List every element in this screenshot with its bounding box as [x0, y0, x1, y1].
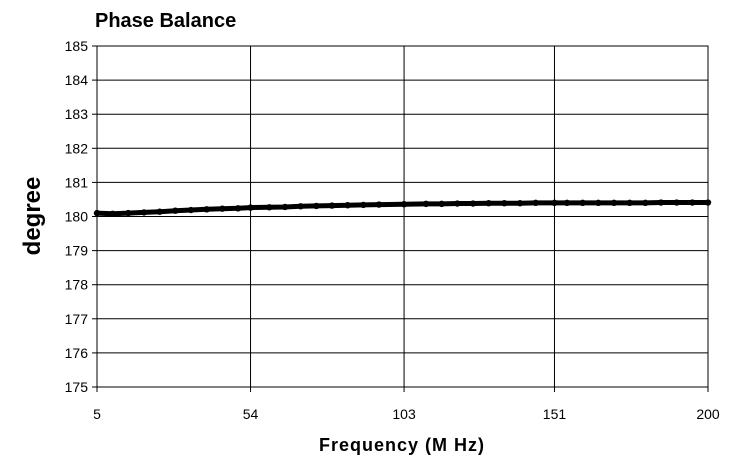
data-point — [93, 209, 101, 217]
y-tick-label: 179 — [65, 243, 89, 259]
data-point — [140, 209, 148, 216]
data-point — [247, 204, 254, 211]
y-tick-label: 182 — [65, 140, 89, 156]
data-point — [156, 208, 163, 215]
data-point — [109, 210, 116, 217]
data-point — [657, 199, 665, 206]
data-point — [219, 205, 226, 212]
plot-area-border — [96, 45, 709, 388]
data-point — [551, 199, 558, 207]
data-point — [172, 207, 179, 214]
x-axis-label: Frequency (M Hz) — [319, 435, 485, 455]
axes — [92, 45, 709, 392]
data-point — [297, 203, 304, 210]
data-point — [234, 205, 242, 212]
data-point — [642, 199, 649, 207]
data-point — [313, 202, 320, 210]
y-tick-label: 178 — [65, 277, 89, 293]
y-tick-label: 177 — [65, 311, 89, 327]
data-series — [93, 199, 712, 217]
x-tick-label: 200 — [696, 406, 720, 422]
data-point — [563, 199, 571, 207]
data-point — [516, 200, 524, 207]
y-axis-label: degree — [19, 177, 46, 256]
y-tick-label: 183 — [65, 106, 89, 122]
x-tick-labels: 5 54 103 151 200 — [93, 406, 720, 422]
data-point — [501, 200, 508, 207]
x-tick-label: 54 — [243, 406, 259, 422]
data-point — [422, 200, 430, 208]
y-tick-label: 185 — [65, 38, 89, 54]
data-point — [689, 199, 696, 206]
data-point — [266, 204, 273, 211]
data-point — [626, 199, 633, 207]
gridlines — [96, 45, 709, 388]
data-point — [281, 203, 289, 211]
y-tick-labels: 185 184 183 182 181 180 179 178 177 176 175 — [65, 38, 89, 395]
data-point — [125, 209, 132, 217]
y-tick-label: 175 — [65, 379, 89, 395]
data-point — [187, 206, 195, 214]
data-point — [485, 200, 492, 207]
data-point — [375, 201, 383, 208]
data-point — [469, 200, 477, 207]
data-point — [595, 199, 602, 207]
data-point — [344, 202, 351, 209]
data-point — [328, 202, 336, 209]
y-tick-label: 180 — [65, 209, 89, 225]
data-point — [400, 201, 408, 208]
data-point — [704, 199, 712, 206]
data-point — [579, 199, 586, 207]
data-point — [360, 201, 367, 209]
data-point — [610, 199, 618, 207]
data-point — [532, 199, 539, 207]
data-point — [673, 199, 680, 206]
x-tick-label: 103 — [392, 406, 416, 422]
y-tick-label: 176 — [65, 345, 89, 361]
y-tick-label: 181 — [65, 174, 89, 190]
data-point — [454, 200, 461, 207]
chart-title: Phase Balance — [95, 10, 236, 32]
y-tick-label: 184 — [65, 72, 89, 88]
x-tick-label: 5 — [93, 406, 101, 422]
x-tick-label: 151 — [543, 406, 567, 422]
data-point — [203, 206, 210, 213]
data-point — [438, 200, 445, 208]
